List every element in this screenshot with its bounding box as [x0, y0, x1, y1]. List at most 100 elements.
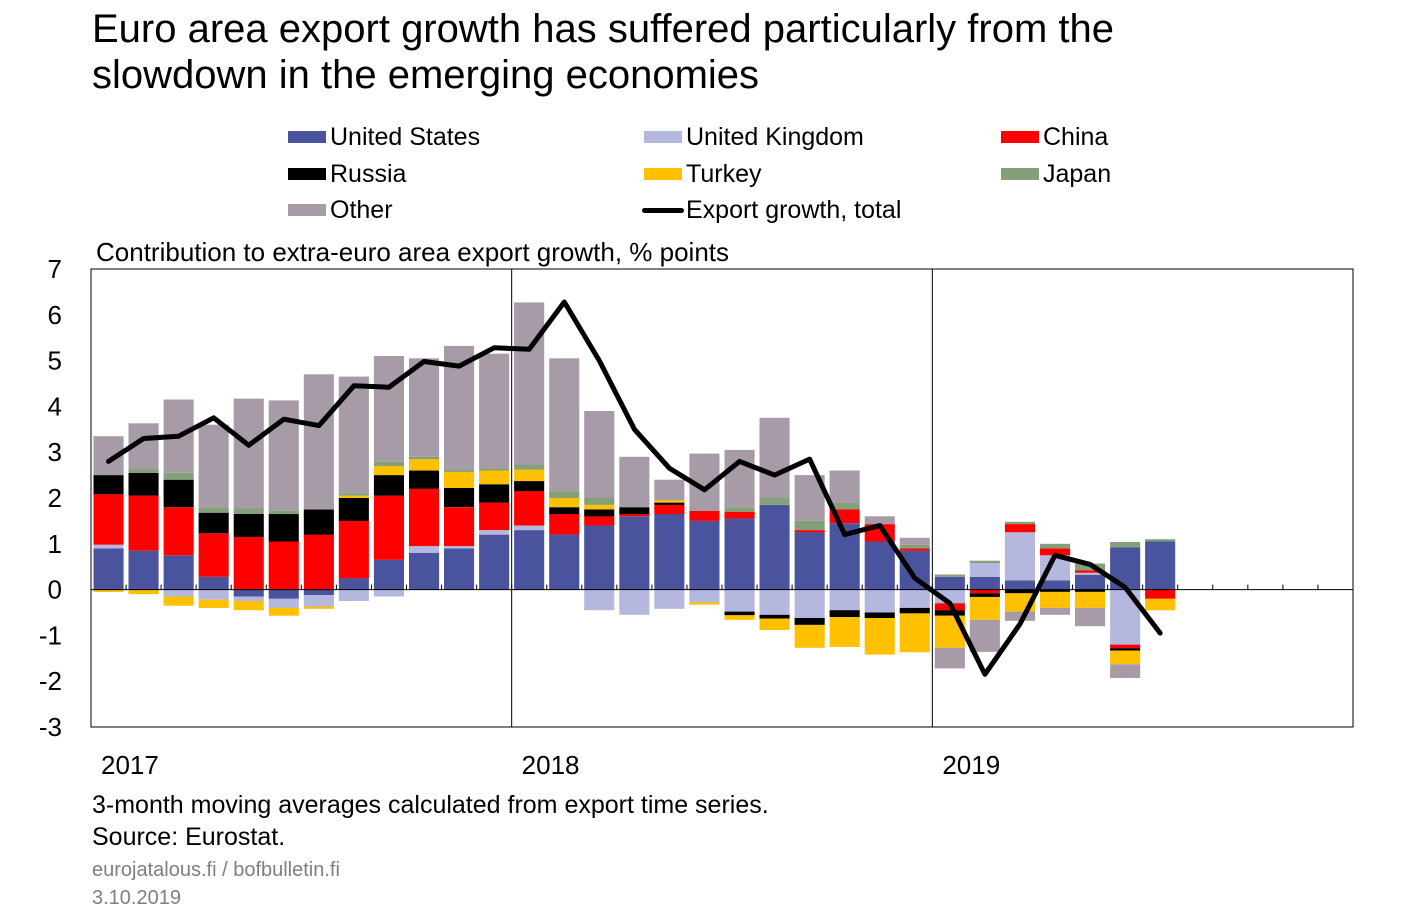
bar-united-states-16 — [619, 516, 650, 590]
y-tick-label: 7 — [48, 254, 62, 284]
bar-russia-22 — [829, 610, 860, 618]
bar-united-kingdom-26 — [969, 563, 1000, 577]
legend-item-other: Other — [288, 195, 393, 225]
bar-japan-9 — [373, 461, 404, 466]
bar-japan-14 — [549, 491, 580, 498]
bar-united-states-9 — [373, 559, 404, 590]
legend-swatch-turkey — [644, 168, 682, 180]
bar-other-4 — [198, 424, 229, 508]
bar-russia-9 — [373, 475, 404, 496]
legend-label-export-growth-total: Export growth, total — [686, 196, 902, 224]
bar-russia-12 — [479, 484, 510, 503]
bar-united-kingdom-1 — [93, 544, 124, 549]
bar-japan-20 — [759, 498, 790, 505]
bar-united-states-29 — [1075, 574, 1106, 590]
bar-other-25 — [934, 647, 965, 669]
bar-china-29 — [1075, 570, 1106, 573]
bar-turkey-29 — [1075, 591, 1106, 608]
y-tick-label: 4 — [48, 391, 62, 421]
bar-other-28 — [1040, 607, 1071, 615]
bar-united-states-18 — [689, 520, 720, 590]
bar-russia-24 — [899, 607, 930, 614]
plot-border — [90, 268, 1354, 728]
bar-other-9 — [373, 356, 404, 462]
legend-item-united-kingdom: United Kingdom — [644, 122, 864, 152]
bar-japan-24 — [899, 544, 930, 549]
bar-russia-29 — [1075, 589, 1106, 592]
bar-japan-21 — [794, 520, 825, 531]
bar-united-kingdom-12 — [479, 530, 510, 535]
bar-united-kingdom-22 — [829, 589, 860, 611]
bar-japan-6 — [268, 510, 299, 515]
bar-russia-14 — [549, 507, 580, 515]
bar-turkey-10 — [409, 459, 440, 471]
legend-label-united-states: United States — [330, 123, 481, 151]
bar-other-24 — [899, 537, 930, 545]
bar-china-10 — [409, 488, 440, 547]
legend-label-china: China — [1043, 123, 1109, 151]
bar-china-2 — [128, 495, 159, 551]
bar-united-kingdom-13 — [514, 525, 545, 531]
bar-united-states-20 — [759, 504, 790, 590]
bar-china-19 — [724, 511, 755, 519]
bar-japan-2 — [128, 469, 159, 473]
bar-china-15 — [584, 516, 615, 526]
bar-china-28 — [1040, 548, 1071, 556]
bar-russia-23 — [864, 612, 895, 618]
bar-turkey-9 — [373, 465, 404, 476]
bar-united-kingdom-11 — [444, 546, 475, 549]
chart-title: Euro area export growth has suffered par… — [92, 6, 1382, 98]
bar-united-kingdom-7 — [303, 595, 334, 607]
bar-china-26 — [969, 589, 1000, 594]
bar-russia-16 — [619, 507, 650, 515]
y-tick-label: 1 — [48, 529, 62, 559]
bar-united-kingdom-18 — [689, 589, 720, 603]
bar-turkey-19 — [724, 615, 755, 620]
bar-other-10 — [409, 358, 440, 457]
bar-united-states-14 — [549, 534, 580, 590]
bar-russia-13 — [514, 481, 545, 492]
bar-japan-11 — [444, 469, 475, 472]
bar-turkey-11 — [444, 471, 475, 488]
bar-turkey-6 — [268, 607, 299, 616]
bar-china-6 — [268, 541, 299, 590]
bar-turkey-12 — [479, 470, 510, 485]
legend-item-united-states: United States — [288, 122, 480, 152]
bar-united-states-5 — [233, 589, 264, 597]
bar-japan-10 — [409, 456, 440, 460]
x-tick-label-2018: 2018 — [522, 750, 580, 780]
bar-united-states-23 — [864, 541, 895, 590]
bar-other-27 — [1004, 611, 1035, 621]
legend-swatch-other — [288, 204, 326, 216]
bar-japan-27 — [1004, 521, 1035, 525]
bar-china-9 — [373, 495, 404, 560]
bar-united-states-7 — [303, 589, 334, 596]
bar-china-1 — [93, 494, 124, 545]
bar-japan-12 — [479, 468, 510, 471]
bar-united-kingdom-6 — [268, 598, 299, 608]
bar-china-14 — [549, 514, 580, 535]
footer-date: 3.10.2019 — [92, 887, 181, 909]
bar-russia-15 — [584, 509, 615, 517]
bar-russia-26 — [969, 593, 1000, 597]
bar-other-17 — [654, 479, 685, 501]
bar-japan-22 — [829, 502, 860, 510]
bar-united-kingdom-4 — [198, 589, 229, 600]
bar-japan-28 — [1040, 543, 1071, 549]
legend-item-export-growth-total: Export growth, total — [642, 195, 901, 225]
bar-other-20 — [759, 417, 790, 498]
y-tick-label: -2 — [39, 666, 62, 696]
bar-russia-17 — [654, 502, 685, 505]
bar-turkey-22 — [829, 617, 860, 647]
bar-china-16 — [619, 514, 650, 517]
bar-other-13 — [514, 302, 545, 465]
bar-united-states-3 — [163, 555, 194, 590]
bar-china-11 — [444, 507, 475, 547]
y-tick-label: 0 — [48, 575, 62, 605]
bar-united-states-2 — [128, 550, 159, 590]
bar-china-3 — [163, 507, 194, 556]
bar-turkey-21 — [794, 624, 825, 648]
title-line-1: Euro area export growth has suffered par… — [92, 7, 1114, 51]
bar-united-kingdom-20 — [759, 589, 790, 615]
bar-united-states-25 — [934, 576, 965, 590]
